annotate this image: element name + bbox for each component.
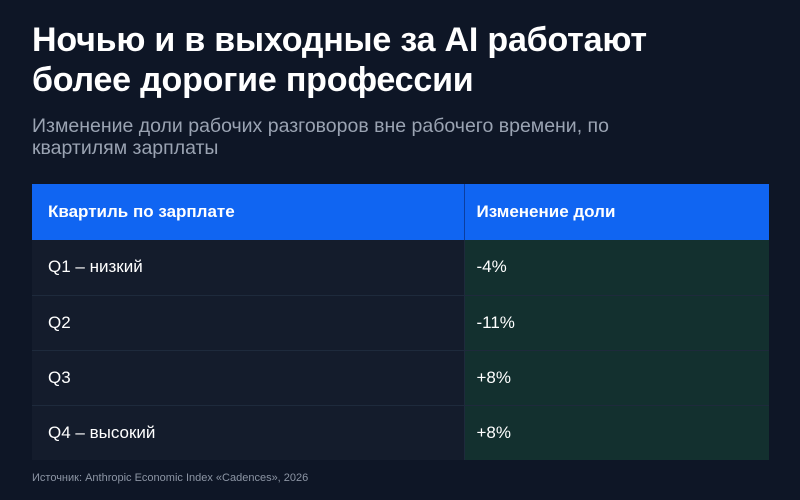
chart-title-line-1: Ночью и в выходные за AI работают [32, 21, 647, 59]
source-note: Источник: Anthropic Economic Index «Cade… [32, 472, 309, 484]
chart-title: Ночью и в выходные за AI работают более … [32, 20, 772, 100]
quartile-cell: Q3 [32, 349, 465, 405]
table-row: Q1 – низкий -4% [32, 240, 769, 295]
change-cell: -11% [464, 294, 769, 350]
chart-subtitle-line-1: Изменение доли рабочих разговоров вне ра… [32, 115, 609, 137]
quartile-cell: Q4 – высокий [32, 404, 465, 460]
table-row: Q4 – высокий +8% [32, 404, 769, 460]
column-header-change: Изменение доли [464, 184, 769, 240]
table-row: Q3 +8% [32, 349, 769, 405]
change-cell: +8% [464, 404, 769, 460]
column-header-quartile: Квартиль по зарплате [32, 184, 465, 240]
table-row: Q2 -11% [32, 294, 769, 350]
quartile-cell: Q1 – низкий [32, 240, 465, 295]
chart-title-line-2: более дорогие профессии [32, 61, 474, 99]
data-table: Квартиль по зарплате Изменение доли Q1 –… [32, 184, 769, 460]
chart-subtitle-line-2: квартилям зарплаты [32, 137, 219, 159]
chart-subtitle: Изменение доли рабочих разговоров вне ра… [32, 115, 772, 159]
table-header-row: Квартиль по зарплате Изменение доли [32, 184, 769, 240]
change-cell: -4% [464, 240, 769, 295]
quartile-cell: Q2 [32, 294, 465, 350]
change-cell: +8% [464, 349, 769, 405]
